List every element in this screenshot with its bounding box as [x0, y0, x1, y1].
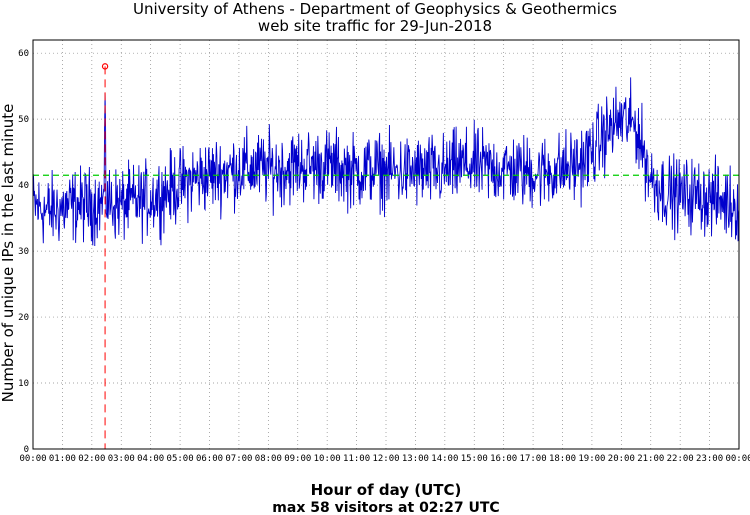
x-tick-label: 02:00 [78, 454, 105, 464]
x-tick-label: 19:00 [578, 454, 605, 464]
x-tick-label: 07:00 [225, 454, 252, 464]
x-tick-label: 00:00 [19, 454, 46, 464]
y-tick-label: 10 [18, 379, 29, 389]
chart-subtitle: web site traffic for 29-Jun-2018 [258, 17, 492, 35]
x-tick-label: 20:00 [608, 454, 635, 464]
x-tick-label: 23:00 [696, 454, 723, 464]
x-tick-label: 17:00 [520, 454, 547, 464]
x-tick-label: 08:00 [255, 454, 282, 464]
x-tick-label: 10:00 [314, 454, 341, 464]
x-tick-label: 09:00 [284, 454, 311, 464]
y-tick-label: 40 [18, 181, 29, 191]
x-tick-label: 00:00 [725, 454, 750, 464]
x-tick-label: 14:00 [431, 454, 458, 464]
grid-lines [32, 40, 740, 450]
x-tick-label: 13:00 [402, 454, 429, 464]
x-tick-label: 15:00 [461, 454, 488, 464]
x-tick-label: 11:00 [343, 454, 370, 464]
y-axis-ticks: 0 10 20 30 40 50 60 [18, 49, 29, 455]
x-tick-label: 06:00 [196, 454, 223, 464]
y-tick-label: 30 [18, 247, 29, 257]
max-marker-point [101, 63, 109, 70]
max-visitors-note: max 58 visitors at 02:27 UTC [272, 500, 499, 515]
x-tick-label: 05:00 [167, 454, 194, 464]
y-tick-label: 0 [24, 445, 29, 455]
x-tick-label: 03:00 [108, 454, 135, 464]
x-axis-label: Hour of day (UTC) [311, 481, 462, 499]
x-tick-label: 01:00 [49, 454, 76, 464]
x-tick-label: 16:00 [490, 454, 517, 464]
x-tick-label: 12:00 [372, 454, 399, 464]
y-tick-label: 60 [18, 49, 29, 59]
x-axis-ticks: 00:00 01:00 02:00 03:00 04:00 05:00 06:00 07:00… [19, 454, 750, 464]
x-tick-label: 21:00 [637, 454, 664, 464]
chart-title: University of Athens - Department of Geo… [133, 0, 617, 18]
y-tick-label: 20 [18, 313, 29, 323]
plot-frame [32, 39, 740, 450]
y-tick-label: 50 [18, 115, 29, 125]
x-tick-label: 22:00 [667, 454, 694, 464]
x-tick-label: 04:00 [137, 454, 164, 464]
y-axis-label: Number of unique IPs in the last minute [0, 104, 17, 403]
x-tick-label: 18:00 [549, 454, 576, 464]
